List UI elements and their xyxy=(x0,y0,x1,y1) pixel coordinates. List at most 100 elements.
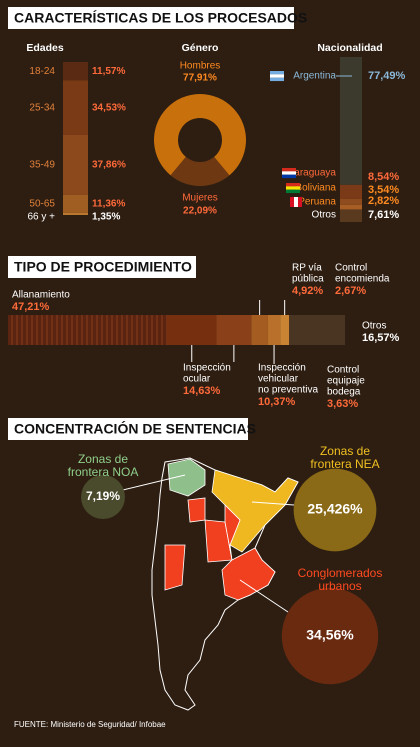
procedure-label: Allanamiento xyxy=(12,290,70,301)
region-urban xyxy=(221,547,276,601)
region-urban xyxy=(224,504,241,561)
nationality-value: 77,49% xyxy=(368,70,406,82)
source: FUENTE: Ministerio de Seguridad/ Infobae xyxy=(14,720,166,729)
flag xyxy=(290,197,294,207)
gender-label: Hombres xyxy=(180,61,221,72)
gender-value: 22,09% xyxy=(183,206,217,217)
procedure-segment xyxy=(280,315,290,345)
procedure-label: equipaje xyxy=(327,376,365,387)
nationality-label: Peruana xyxy=(298,197,336,208)
nationality-segment xyxy=(340,209,362,222)
procedure-label: encomienda xyxy=(335,274,390,285)
nationality-title: Nacionalidad xyxy=(317,42,382,54)
bubble xyxy=(293,468,377,552)
procedure-value: 47,21% xyxy=(12,301,50,313)
bubble-label: frontera NEA xyxy=(310,457,379,471)
procedure-value: 4,92% xyxy=(292,285,323,297)
nationality-label: Otros xyxy=(312,210,336,221)
nationality-segment xyxy=(340,184,362,199)
nationality-label: Paraguaya xyxy=(288,168,337,179)
nationality-segment xyxy=(340,198,362,205)
procedure-segment xyxy=(216,315,252,345)
procedure-segment xyxy=(251,315,268,345)
bubble-value: 34,56% xyxy=(306,627,354,643)
age-label: 35-49 xyxy=(29,160,55,171)
flag xyxy=(282,171,296,175)
nationality-value: 3,54% xyxy=(368,184,399,196)
age-label: 25-34 xyxy=(29,102,55,113)
section-title: TIPO DE PROCEDIMIENTO xyxy=(14,259,192,275)
bubble-label: Conglomerados xyxy=(298,566,383,580)
age-segment xyxy=(63,80,88,135)
procedure-value: 14,63% xyxy=(183,385,221,397)
procedure-label: vehicular xyxy=(258,374,299,385)
bubble-label: frontera NOA xyxy=(68,465,139,479)
bubble-label: urbanos xyxy=(318,579,361,593)
age-label: 66 y + xyxy=(27,212,55,223)
header-bar xyxy=(8,256,196,278)
procedure-segment xyxy=(289,315,345,345)
leader-line xyxy=(251,501,295,506)
procedure-label: Control xyxy=(335,263,367,274)
procedure-value: 16,57% xyxy=(362,332,400,344)
flag xyxy=(270,74,284,78)
procedure-label: RP vía xyxy=(292,263,322,274)
nationality-label: Boliviana xyxy=(295,183,336,194)
region-urban xyxy=(187,497,206,523)
age-label: 50-65 xyxy=(29,199,55,210)
gender-value: 77,91% xyxy=(183,73,217,84)
leader-line xyxy=(122,474,186,491)
nationality-value: 7,61% xyxy=(368,209,399,221)
age-segment xyxy=(63,194,88,213)
age-value: 1,35% xyxy=(92,212,120,223)
donut-slice xyxy=(170,156,230,187)
procedure-label: bodega xyxy=(327,387,361,398)
nationality-value: 8,54% xyxy=(368,171,399,183)
header-bar xyxy=(8,7,294,29)
procedure-label: no preventiva xyxy=(258,385,318,396)
flag xyxy=(270,71,284,75)
procedure-value: 10,37% xyxy=(258,396,296,408)
leader-line xyxy=(239,579,289,613)
flag xyxy=(298,197,302,207)
procedure-label: Inspección xyxy=(183,363,231,374)
procedure-label: ocular xyxy=(183,374,211,385)
procedure-segment xyxy=(167,315,217,345)
procedure-label: Control xyxy=(327,365,359,376)
nationality-value: 2,82% xyxy=(368,195,399,207)
donut-slice xyxy=(154,94,247,176)
bubble-value: 25,426% xyxy=(307,501,363,517)
flag xyxy=(286,189,300,194)
gender-label: Mujeres xyxy=(182,193,218,204)
map xyxy=(122,457,299,711)
age-value: 37,86% xyxy=(92,160,126,171)
age-segment xyxy=(63,62,88,81)
bubble xyxy=(281,587,379,685)
age-segment xyxy=(63,134,88,195)
ages-title: Edades xyxy=(26,42,64,54)
age-label: 18-24 xyxy=(29,66,55,77)
bubble-label: Zonas de xyxy=(320,444,370,458)
gender-title: Género xyxy=(182,42,219,54)
procedure-label: Otros xyxy=(362,321,386,332)
flag xyxy=(286,183,300,187)
procedure-segment xyxy=(267,315,281,345)
nationality-segment xyxy=(340,204,362,210)
section-title: CONCENTRACIÓN DE SENTENCIAS xyxy=(14,420,256,437)
flag xyxy=(294,197,298,207)
flag xyxy=(270,77,284,82)
age-value: 11,36% xyxy=(92,199,125,210)
nationality-label: Argentina xyxy=(293,71,336,82)
bubble-label: Zonas de xyxy=(78,452,128,466)
flag xyxy=(286,186,300,190)
procedure-value: 3,63% xyxy=(327,398,358,410)
age-value: 34,53% xyxy=(92,102,126,113)
procedure-value: 2,67% xyxy=(335,285,366,297)
age-value: 11,57% xyxy=(92,66,125,77)
nationality-segment xyxy=(340,57,362,185)
bubble xyxy=(81,475,125,519)
procedure-label: pública xyxy=(292,274,324,285)
bubble-value: 7,19% xyxy=(86,489,120,503)
